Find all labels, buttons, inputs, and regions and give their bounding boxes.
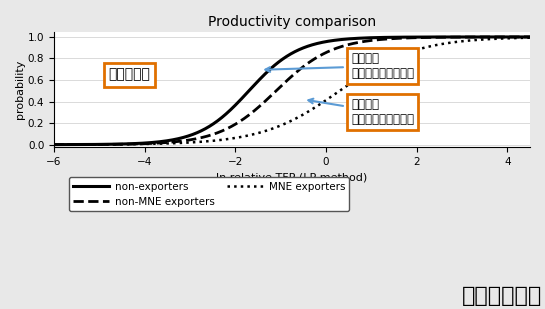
Legend: non-exporters, non-MNE exporters, MNE exporters: non-exporters, non-MNE exporters, MNE ex… — [69, 177, 349, 211]
Title: Productivity comparison: Productivity comparison — [208, 15, 376, 29]
Text: 全要素生産性: 全要素生産性 — [462, 286, 542, 306]
Text: 輸出企業
（海外子会社あり）: 輸出企業 （海外子会社あり） — [308, 98, 414, 126]
Text: 輸出企業
（海外子会社なし）: 輸出企業 （海外子会社なし） — [265, 52, 414, 80]
X-axis label: ln relative TFP (LP method): ln relative TFP (LP method) — [216, 172, 368, 182]
Text: 非輸出企業: 非輸出企業 — [108, 68, 150, 82]
Y-axis label: probability: probability — [15, 60, 25, 119]
